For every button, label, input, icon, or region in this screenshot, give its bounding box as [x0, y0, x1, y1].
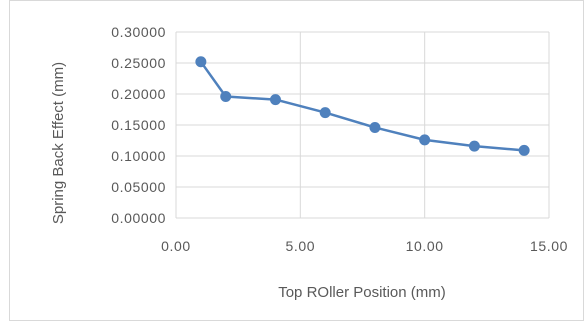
data-point: [369, 121, 381, 133]
series-group: [195, 56, 530, 156]
y-tick-label: 0.15000: [111, 117, 166, 133]
x-tick-label: 0.00: [161, 238, 191, 254]
data-point: [419, 134, 431, 146]
chart-frame: [9, 0, 584, 321]
data-point: [220, 90, 232, 102]
x-tick-label: 10.00: [406, 238, 444, 254]
data-point: [319, 107, 331, 119]
data-point: [518, 144, 530, 156]
data-point: [269, 94, 281, 106]
x-tick-labels: 0.00 5.00 10.00 15.00: [161, 238, 568, 254]
y-tick-label: 0.25000: [111, 55, 166, 71]
y-tick-label: 0.05000: [111, 179, 166, 195]
x-axis-title: Top ROller Position (mm): [278, 284, 446, 301]
y-axis-title: Spring Back Effect (mm): [50, 62, 67, 224]
grid-lines: [175, 31, 550, 219]
y-tick-label: 0.20000: [111, 86, 166, 102]
series-line: [199, 61, 525, 152]
y-tick-label: 0.30000: [111, 24, 166, 40]
y-tick-label: 0.00000: [111, 210, 166, 226]
data-point: [195, 56, 207, 68]
y-tick-labels: 0.00000 0.05000 0.10000 0.15000 0.20000 0.250…: [111, 24, 166, 226]
x-tick-label: 5.00: [286, 238, 316, 254]
x-tick-label: 15.00: [530, 238, 568, 254]
y-tick-label: 0.10000: [111, 148, 166, 164]
data-point: [468, 140, 480, 152]
